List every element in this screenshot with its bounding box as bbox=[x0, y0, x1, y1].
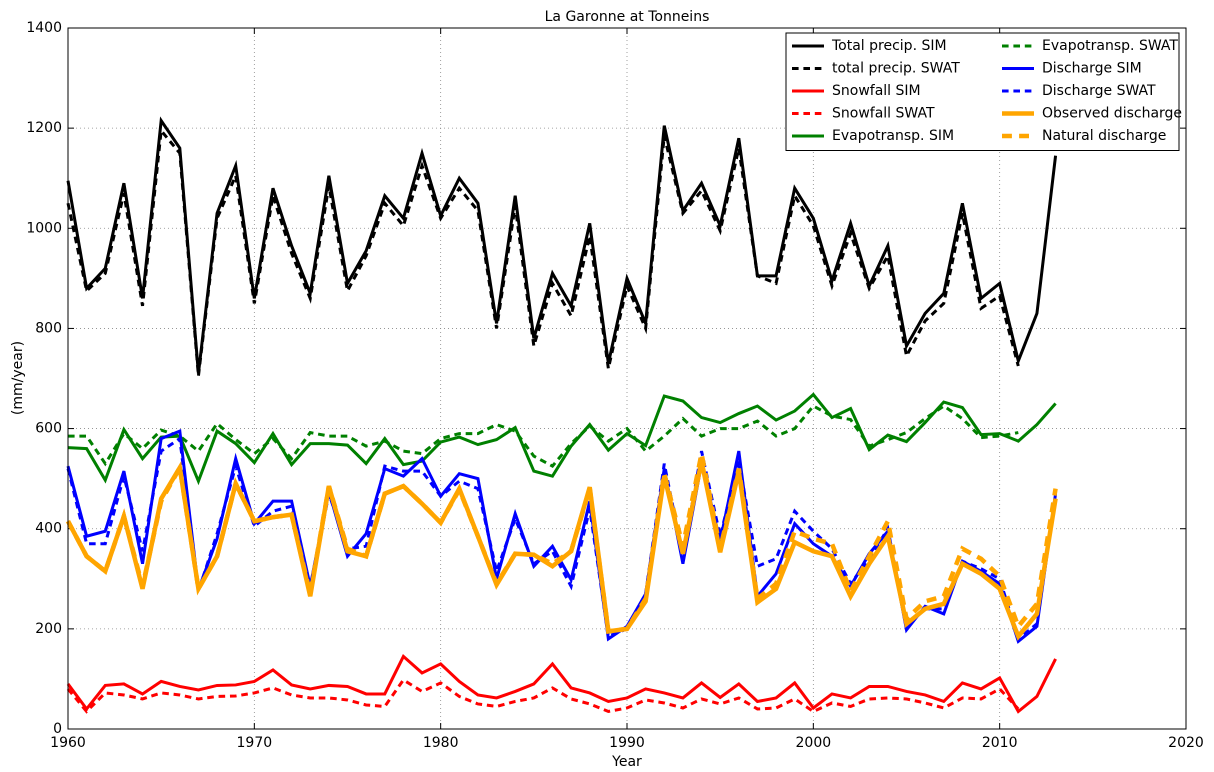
legend-label: Evapotransp. SWAT bbox=[1042, 38, 1178, 54]
legend-label: Natural discharge bbox=[1042, 128, 1166, 144]
y-tick-label: 1200 bbox=[26, 120, 62, 136]
series-line bbox=[66, 453, 1058, 634]
legend-label: Discharge SIM bbox=[1042, 61, 1142, 77]
y-tick-label: 600 bbox=[35, 421, 62, 437]
y-tick-label: 800 bbox=[35, 320, 62, 336]
series-line bbox=[66, 126, 1020, 377]
series-line bbox=[68, 404, 1019, 469]
chart-title: La Garonne at Tonneins bbox=[545, 9, 710, 25]
legend-label: Evapotransp. SIM bbox=[832, 128, 954, 144]
legend-label: total precip. SWAT bbox=[832, 61, 960, 77]
x-tick-label: 1990 bbox=[609, 735, 645, 751]
series-line bbox=[66, 653, 1057, 714]
y-tick-label: 1000 bbox=[26, 220, 62, 236]
y-tick-label: 400 bbox=[35, 521, 62, 537]
legend-label: Total precip. SIM bbox=[831, 38, 947, 54]
x-tick-label: 2020 bbox=[1168, 735, 1204, 751]
y-axis-label: (mm/year) bbox=[10, 341, 26, 415]
plot-frame bbox=[67, 27, 1187, 730]
series-line bbox=[66, 677, 1020, 714]
x-tick-label: 1960 bbox=[50, 735, 86, 751]
series-line bbox=[66, 435, 1058, 642]
legend-label: Snowfall SWAT bbox=[832, 106, 935, 122]
y-tick-label: 0 bbox=[53, 721, 62, 737]
legend-label: Snowfall SIM bbox=[832, 83, 921, 99]
x-tick-label: 2010 bbox=[982, 735, 1018, 751]
legend-label: Discharge SWAT bbox=[1042, 83, 1156, 99]
legend-box bbox=[785, 32, 1180, 151]
x-axis-label: Year bbox=[611, 754, 642, 770]
series-line bbox=[67, 392, 1057, 486]
x-tick-label: 2000 bbox=[796, 735, 832, 751]
y-tick-label: 200 bbox=[35, 621, 62, 637]
x-tick-label: 1980 bbox=[423, 735, 459, 751]
legend-label: Observed discharge bbox=[1042, 106, 1182, 122]
y-tick-label: 1400 bbox=[26, 20, 62, 36]
series-line bbox=[66, 116, 1058, 374]
x-tick-label: 1970 bbox=[237, 735, 273, 751]
